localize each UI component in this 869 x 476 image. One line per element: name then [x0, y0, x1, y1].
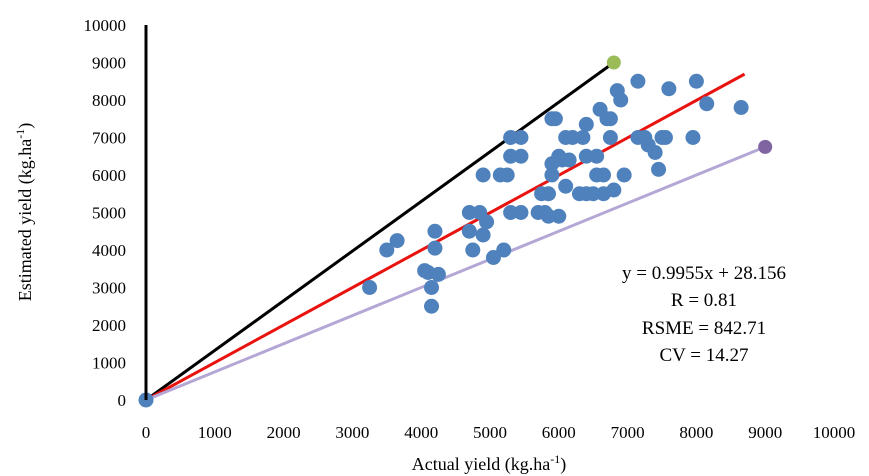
data-point	[630, 73, 646, 89]
data-point	[602, 130, 618, 145]
data-point	[513, 130, 529, 145]
data-point	[465, 242, 481, 258]
data-point	[647, 145, 663, 160]
y-axis-title-superscript: -1	[13, 129, 27, 139]
y-axis-title-end: )	[15, 123, 36, 129]
data-point	[585, 186, 601, 202]
x-tick-labels: 0 1000 2000 3000 4000 5000 6000 7000 8000 9000 100…	[142, 423, 856, 442]
x-tick-label: 5000	[473, 423, 507, 442]
x-axis-title-end: )	[560, 454, 566, 475]
y-tick-labels: 0 1000 2000 3000 4000 5000 6000 7000 8000 9000 100…	[84, 16, 127, 410]
data-point	[657, 130, 673, 145]
rsme-value: RSME = 842.71	[642, 318, 766, 339]
x-axis-title-superscript: -1	[550, 452, 560, 466]
data-point	[685, 130, 701, 145]
data-point	[565, 130, 581, 145]
reference-line	[145, 145, 766, 402]
data-point	[661, 81, 677, 97]
data-point	[513, 148, 529, 164]
data-point	[544, 167, 560, 183]
data-point	[503, 130, 519, 145]
y-tick-label: 1000	[92, 354, 126, 373]
x-tick-label: 0	[142, 423, 151, 442]
y-tick-label: 8000	[92, 91, 126, 110]
x-tick-label: 10000	[813, 423, 856, 442]
data-point	[596, 167, 612, 183]
data-point	[379, 242, 395, 258]
data-point	[589, 148, 605, 164]
data-point	[651, 161, 667, 177]
regression-stats: y = 0.9955x + 28.156 R = 0.81 RSME = 842…	[622, 263, 786, 366]
data-point	[613, 92, 629, 108]
data-point	[485, 250, 501, 265]
data-point	[699, 96, 715, 112]
data-point	[513, 205, 529, 220]
y-tick-label: 4000	[92, 241, 126, 260]
y-tick-label: 6000	[92, 166, 126, 185]
x-tick-label: 3000	[335, 423, 369, 442]
data-point	[479, 214, 495, 230]
data-point	[461, 205, 477, 220]
line-endpoint-marker	[758, 139, 773, 154]
reference-line	[145, 72, 746, 402]
data-point	[688, 73, 704, 89]
y-tick-label: 5000	[92, 204, 126, 223]
data-point	[551, 208, 567, 224]
data-point	[362, 280, 378, 295]
data-point	[602, 111, 618, 127]
x-tick-label: 1000	[198, 423, 232, 442]
x-tick-label: 8000	[679, 423, 713, 442]
x-tick-label: 9000	[748, 423, 782, 442]
reference-line	[145, 61, 615, 402]
data-point	[578, 148, 594, 164]
data-point	[461, 223, 477, 239]
x-tick-label: 6000	[542, 423, 576, 442]
data-point	[503, 205, 519, 220]
line-endpoint-marker	[606, 55, 621, 70]
regression-equation: y = 0.9955x + 28.156	[622, 263, 786, 284]
r-value: R = 0.81	[671, 290, 737, 311]
data-point	[427, 223, 443, 239]
y-axis-title: Estimated yield (kg.ha-1)	[13, 123, 36, 301]
y-tick-label: 3000	[92, 279, 126, 298]
y-tick-label: 2000	[92, 316, 126, 335]
data-point	[496, 242, 512, 258]
x-tick-label: 4000	[404, 423, 438, 442]
x-axis-title-main: Actual yield (kg.ha	[412, 454, 550, 475]
data-point	[561, 152, 577, 168]
y-axis-title-main: Estimated yield (kg.ha	[15, 139, 36, 301]
x-tick-label: 7000	[611, 423, 645, 442]
data-point	[475, 167, 491, 183]
data-point	[424, 280, 440, 295]
reference-lines	[145, 61, 766, 402]
line-endpoints	[606, 55, 773, 154]
data-points	[138, 73, 749, 408]
data-point	[558, 178, 574, 194]
data-point	[547, 111, 563, 127]
data-point	[540, 186, 556, 202]
data-point	[475, 227, 491, 243]
data-point	[430, 266, 446, 282]
data-point	[424, 298, 440, 314]
data-point	[427, 240, 443, 256]
cv-value: CV = 14.27	[659, 345, 748, 366]
data-point	[578, 116, 594, 132]
data-point	[733, 100, 749, 115]
data-point	[606, 182, 622, 198]
data-point	[503, 148, 519, 164]
y-tick-label: 0	[118, 391, 127, 410]
data-point	[389, 233, 405, 249]
data-point	[499, 167, 515, 183]
y-tick-label: 7000	[92, 129, 126, 148]
data-point	[575, 130, 591, 145]
y-tick-label: 9000	[92, 54, 126, 73]
x-axis-title: Actual yield (kg.ha-1)	[412, 452, 566, 475]
x-tick-label: 2000	[267, 423, 301, 442]
data-point	[540, 208, 556, 224]
y-tick-label: 10000	[84, 16, 127, 35]
data-point	[616, 167, 632, 183]
